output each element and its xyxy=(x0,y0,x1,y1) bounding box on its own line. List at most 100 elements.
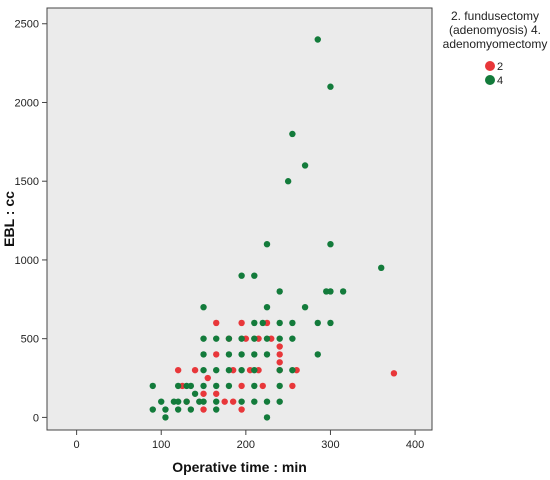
data-point-series-4 xyxy=(251,335,258,342)
data-point-series-4 xyxy=(327,288,334,295)
data-point-series-4 xyxy=(327,83,334,90)
data-point-series-2 xyxy=(276,351,283,358)
data-point-series-4 xyxy=(187,382,195,390)
data-points xyxy=(149,36,398,421)
y-tick-label: 1500 xyxy=(15,176,39,188)
data-point-series-2 xyxy=(174,366,182,374)
data-point-series-4 xyxy=(259,319,266,327)
y-tick-label: 500 xyxy=(21,334,39,346)
y-tick-label: 1000 xyxy=(15,255,39,267)
data-point-series-2 xyxy=(238,319,245,327)
data-point-series-4 xyxy=(276,288,283,295)
y-tick-label: 2000 xyxy=(15,97,39,109)
data-point-series-4 xyxy=(251,319,258,327)
y-tick-label: 2500 xyxy=(15,19,39,31)
data-point-series-4 xyxy=(314,351,321,358)
data-point-series-4 xyxy=(289,335,296,342)
data-point-series-4 xyxy=(238,366,245,374)
legend-marker-2 xyxy=(485,61,495,71)
y-axis: 0 500 1000 1500 2000 2500 xyxy=(15,19,47,424)
data-point-series-4 xyxy=(238,351,245,358)
data-point-series-4 xyxy=(191,390,199,397)
data-point-series-2 xyxy=(213,351,220,358)
data-point-series-4 xyxy=(289,130,296,138)
y-tick-label: 0 xyxy=(33,412,39,424)
data-point-series-2 xyxy=(204,374,211,382)
data-point-series-4 xyxy=(187,406,195,413)
data-point-series-4 xyxy=(276,319,283,327)
data-point-series-4 xyxy=(174,382,182,390)
data-point-series-4 xyxy=(149,406,156,413)
data-point-series-4 xyxy=(200,335,207,342)
data-point-series-2 xyxy=(213,319,220,327)
data-point-series-4 xyxy=(263,398,271,405)
data-point-series-4 xyxy=(213,382,220,390)
data-point-series-2 xyxy=(276,343,283,350)
legend-label-2: 2 xyxy=(497,61,503,73)
data-point-series-2 xyxy=(259,382,266,390)
data-point-series-4 xyxy=(213,398,220,405)
x-tick-label: 0 xyxy=(74,439,80,451)
data-point-series-2 xyxy=(213,390,220,397)
data-point-series-4 xyxy=(162,414,169,421)
data-point-series-4 xyxy=(225,382,233,390)
data-point-series-4 xyxy=(162,406,169,413)
x-tick-label: 200 xyxy=(237,439,255,451)
data-point-series-4 xyxy=(225,335,233,342)
data-point-series-4 xyxy=(314,319,321,327)
data-point-series-4 xyxy=(301,303,309,311)
data-point-series-2 xyxy=(238,382,245,390)
data-point-series-2 xyxy=(221,398,228,405)
data-point-series-4 xyxy=(251,366,258,374)
legend-title-line-2: (adenomyosis) 4. xyxy=(449,23,541,37)
data-point-series-4 xyxy=(200,366,207,374)
data-point-series-4 xyxy=(213,406,220,413)
data-point-series-4 xyxy=(263,351,271,358)
legend-title-line-1: 2. fundusectomy xyxy=(451,9,539,23)
legend: 2. fundusectomy (adenomyosis) 4. adenomy… xyxy=(443,9,548,87)
data-point-series-4 xyxy=(263,414,271,421)
data-point-series-2 xyxy=(229,398,237,405)
legend-title-line-3: adenomyomectomy xyxy=(443,37,548,51)
data-point-series-4 xyxy=(263,335,271,342)
data-point-series-4 xyxy=(314,36,321,43)
data-point-series-2 xyxy=(200,390,207,397)
x-tick-label: 300 xyxy=(321,439,339,451)
x-axis-title: Operative time : min xyxy=(172,459,307,475)
data-point-series-4 xyxy=(327,319,334,327)
data-point-series-2 xyxy=(200,406,207,413)
data-point-series-2 xyxy=(191,366,199,374)
data-point-series-4 xyxy=(200,398,207,405)
data-point-series-4 xyxy=(251,398,258,405)
data-point-series-4 xyxy=(225,351,233,358)
legend-label-4: 4 xyxy=(497,75,503,87)
data-point-series-4 xyxy=(200,351,207,358)
data-point-series-4 xyxy=(238,272,245,279)
data-point-series-4 xyxy=(301,162,309,169)
data-point-series-4 xyxy=(276,366,283,374)
data-point-series-4 xyxy=(263,303,271,311)
data-point-series-4 xyxy=(225,366,233,374)
data-point-series-4 xyxy=(378,264,385,272)
x-tick-label: 100 xyxy=(152,439,170,451)
data-point-series-4 xyxy=(158,398,165,405)
data-point-series-4 xyxy=(276,382,283,390)
data-point-series-2 xyxy=(276,359,283,366)
data-point-series-4 xyxy=(238,335,245,342)
data-point-series-4 xyxy=(200,382,207,390)
data-point-series-4 xyxy=(251,272,258,279)
x-axis: 0 100 200 300 400 xyxy=(74,430,424,451)
data-point-series-4 xyxy=(251,382,258,390)
plot-background xyxy=(46,7,433,431)
data-point-series-4 xyxy=(284,178,292,185)
data-point-series-4 xyxy=(213,335,220,342)
data-point-series-4 xyxy=(174,406,182,413)
data-point-series-2 xyxy=(238,406,245,413)
data-point-series-4 xyxy=(200,303,207,311)
data-point-series-4 xyxy=(289,366,296,374)
data-point-series-4 xyxy=(276,335,283,342)
data-point-series-2 xyxy=(390,370,398,377)
data-point-series-4 xyxy=(339,288,347,295)
data-point-series-4 xyxy=(238,398,245,405)
data-point-series-4 xyxy=(183,398,190,405)
